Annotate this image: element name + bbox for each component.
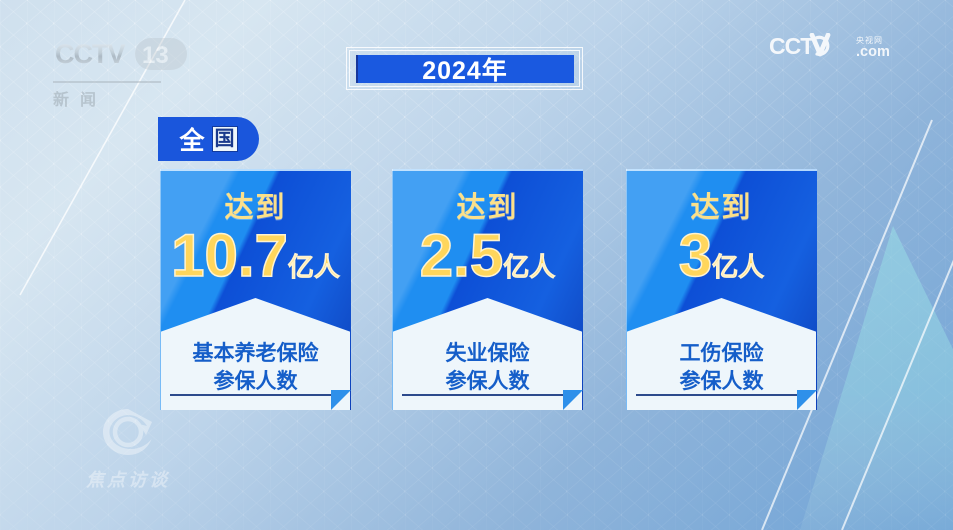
svg-text:.com: .com	[856, 44, 890, 60]
svg-text:CCT: CCT	[769, 33, 814, 59]
svg-text:CCTV: CCTV	[55, 39, 125, 69]
svg-text:13: 13	[142, 42, 169, 69]
